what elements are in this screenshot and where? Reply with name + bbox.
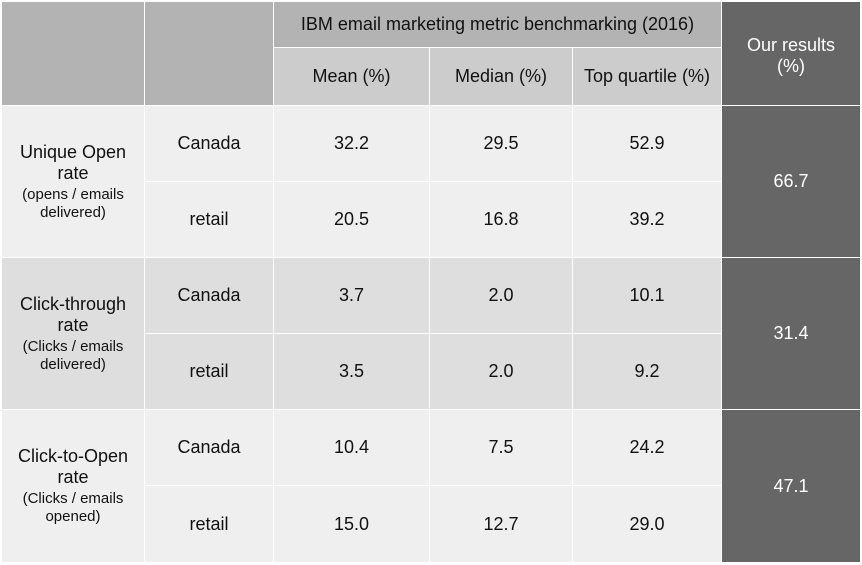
metric-subtitle: (Clicks / emails opened): [22, 490, 124, 525]
value-mean: 15.0: [274, 486, 429, 562]
header-our-results-label: Our results (%): [746, 35, 836, 76]
header-blank-metric: [2, 2, 144, 105]
value-top-quartile: 24.2: [573, 410, 721, 485]
metric-cell-click-through: Click-through rate (Clicks / emails deli…: [2, 258, 144, 409]
segment-label: retail: [145, 334, 273, 409]
value-top-quartile: 39.2: [573, 182, 721, 257]
metric-cell-click-to-open: Click-to-Open rate (Clicks / emails open…: [2, 410, 144, 562]
segment-label: retail: [145, 486, 273, 562]
segment-label: Canada: [145, 258, 273, 333]
header-blank-segment: [145, 2, 273, 105]
value-top-quartile: 29.0: [573, 486, 721, 562]
value-mean: 20.5: [274, 182, 429, 257]
value-mean: 3.5: [274, 334, 429, 409]
segment-label: retail: [145, 182, 273, 257]
header-col-median: Median (%): [430, 48, 572, 105]
metric-title: Click-to-Open rate: [17, 446, 129, 487]
value-median: 7.5: [430, 410, 572, 485]
value-median: 29.5: [430, 106, 572, 181]
value-mean: 32.2: [274, 106, 429, 181]
metric-subtitle: (opens / emails delivered): [22, 185, 124, 221]
our-result-value: 47.1: [722, 410, 860, 562]
header-our-results: Our results (%): [722, 2, 860, 105]
value-median: 2.0: [430, 334, 572, 409]
metric-subtitle: (Clicks / emails delivered): [22, 337, 124, 373]
value-median: 2.0: [430, 258, 572, 333]
segment-label: Canada: [145, 410, 273, 485]
header-col-top-quartile: Top quartile (%): [573, 48, 721, 105]
metric-title: Click-through rate: [19, 293, 127, 335]
our-result-value: 31.4: [722, 258, 860, 409]
metric-cell-unique-open: Unique Open rate (opens / emails deliver…: [2, 106, 144, 257]
value-mean: 3.7: [274, 258, 429, 333]
segment-label: Canada: [145, 106, 273, 181]
value-median: 16.8: [430, 182, 572, 257]
value-mean: 10.4: [274, 410, 429, 485]
value-median: 12.7: [430, 486, 572, 562]
value-top-quartile: 9.2: [573, 334, 721, 409]
value-top-quartile: 52.9: [573, 106, 721, 181]
header-group-title: IBM email marketing metric benchmarking …: [274, 2, 721, 47]
header-col-mean: Mean (%): [274, 48, 429, 105]
value-top-quartile: 10.1: [573, 258, 721, 333]
our-result-value: 66.7: [722, 106, 860, 257]
metric-title: Unique Open rate: [19, 141, 127, 183]
